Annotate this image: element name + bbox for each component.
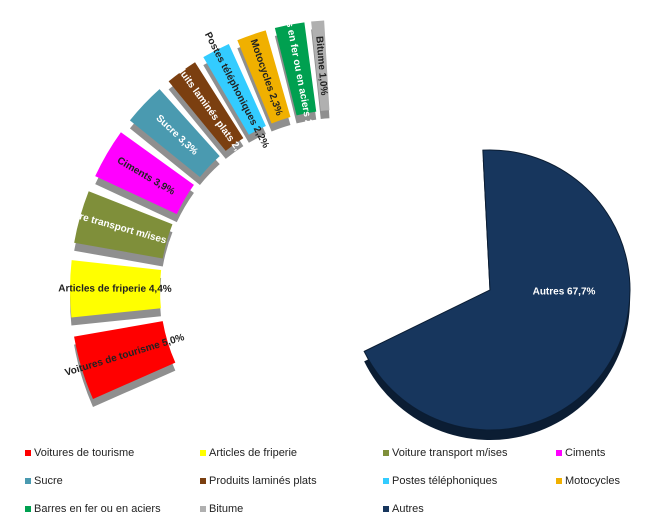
legend-swatch bbox=[25, 506, 31, 512]
pie-slice bbox=[95, 132, 194, 215]
legend-swatch bbox=[383, 478, 389, 484]
pie-slice bbox=[74, 191, 173, 259]
legend-label: Bitume bbox=[209, 503, 243, 515]
legend-label: Ciments bbox=[565, 447, 606, 459]
legend-label: Voiture transport m/ises bbox=[392, 447, 508, 459]
legend-swatch bbox=[200, 506, 206, 512]
legend-label: Barres en fer ou en aciers bbox=[34, 503, 161, 515]
pie-slice bbox=[203, 43, 266, 135]
legend-swatch bbox=[200, 450, 206, 456]
legend-label: Sucre bbox=[34, 475, 63, 487]
pie-slice bbox=[363, 149, 631, 431]
legend-label: Produits laminés plats bbox=[209, 475, 317, 487]
legend-label: Postes téléphoniques bbox=[392, 475, 498, 487]
pie-slice bbox=[274, 22, 317, 116]
legend-label: Articles de friperie bbox=[209, 447, 297, 459]
legend-swatch bbox=[25, 478, 31, 484]
legend-label: Voitures de tourisme bbox=[34, 447, 134, 459]
pie-slice bbox=[74, 321, 176, 400]
pie-slice bbox=[311, 20, 330, 112]
legend-swatch bbox=[556, 478, 562, 484]
legend-swatch bbox=[383, 450, 389, 456]
data-label: Bitume 1,0% bbox=[313, 36, 329, 96]
legend-swatch bbox=[25, 450, 31, 456]
legend-swatch bbox=[200, 478, 206, 484]
pie-slice bbox=[129, 89, 220, 177]
legend-label: Autres bbox=[392, 503, 424, 515]
legend-swatch bbox=[556, 450, 562, 456]
data-label: Autres 67,7% bbox=[533, 287, 596, 298]
pie-slice bbox=[237, 30, 291, 124]
data-label: Articles de friperie 4,4% bbox=[58, 283, 172, 295]
legend-swatch bbox=[383, 506, 389, 512]
pie-slice bbox=[168, 62, 244, 151]
legend-label: Motocycles bbox=[565, 475, 621, 487]
pie-slice bbox=[69, 260, 162, 318]
